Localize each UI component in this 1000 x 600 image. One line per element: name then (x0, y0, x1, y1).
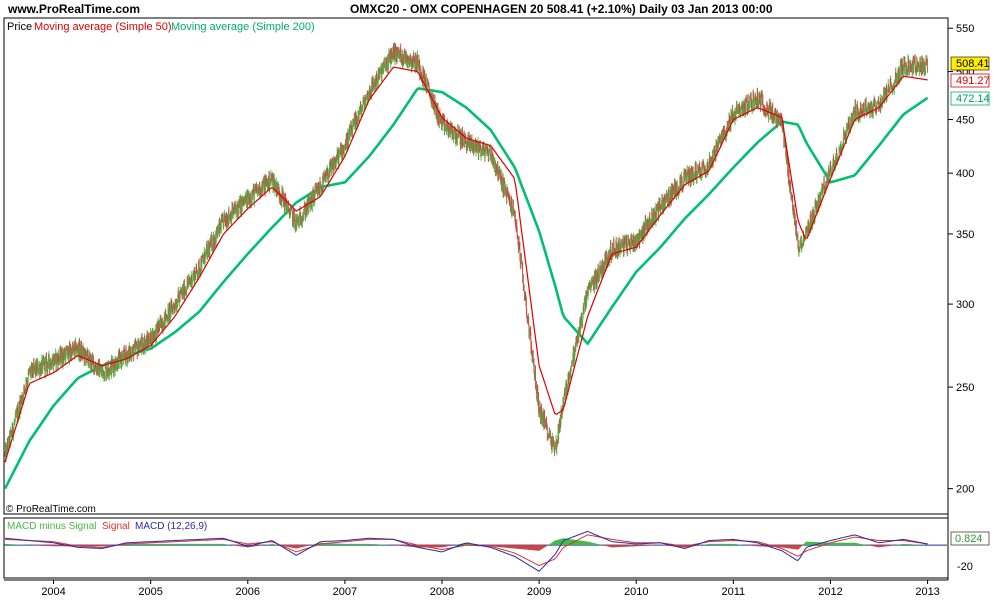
x-tick-label: 2005 (138, 586, 162, 598)
chart-title: OMXC20 - OMX COPENHAGEN 20 508.41 (+2.10… (350, 2, 773, 16)
ma200-value-label: 472.14 (956, 93, 990, 105)
x-tick-label: 2013 (915, 586, 939, 598)
y-tick-label: 300 (956, 299, 974, 311)
y-tick-label: 350 (956, 229, 974, 241)
x-tick-label: 2006 (236, 586, 260, 598)
x-tick-label: 2012 (818, 586, 842, 598)
ma200-value-box (950, 91, 990, 106)
legend-ma50: Moving average (Simple 50) (34, 21, 172, 33)
watermark: © ProRealTime.com (6, 504, 96, 515)
macd-line (4, 530, 928, 572)
y-tick-label: 400 (956, 168, 974, 180)
legend-macd-hist: MACD minus Signal (7, 521, 96, 532)
x-tick-label: 2011 (722, 586, 746, 598)
last-price-box (950, 56, 990, 71)
site-url[interactable]: www.ProRealTime.com (8, 2, 141, 16)
legend-price: Price (7, 21, 32, 33)
ma50-value-label: 491.27 (956, 75, 990, 87)
macd-value-box (950, 531, 990, 546)
x-tick-label: 2008 (430, 586, 454, 598)
macd-value-label: 0.824 (955, 533, 983, 545)
y-tick-label: 450 (956, 115, 974, 127)
ma200-line (3, 87, 929, 490)
x-tick-label: 2010 (624, 586, 648, 598)
legend-macd-signal: Signal (102, 521, 130, 532)
legend-macd-line: MACD (12,26,9) (135, 521, 207, 532)
y-tick-label: 200 (956, 484, 974, 496)
main-panel (3, 17, 949, 515)
y-tick-label: 250 (956, 382, 974, 394)
ma50-line (4, 66, 928, 463)
x-tick-label: 2004 (41, 586, 65, 598)
x-tick-label: 2007 (333, 586, 357, 598)
macd-signal-line (4, 534, 928, 567)
macd-tick-neg20: -20 (957, 561, 973, 573)
last-price-label: 508.41 (956, 58, 990, 70)
x-tick-label: 2009 (527, 586, 551, 598)
ma50-value-box (950, 73, 990, 88)
y-tick-label: 550 (956, 23, 974, 35)
legend-ma200: Moving average (Simple 200) (171, 21, 315, 33)
